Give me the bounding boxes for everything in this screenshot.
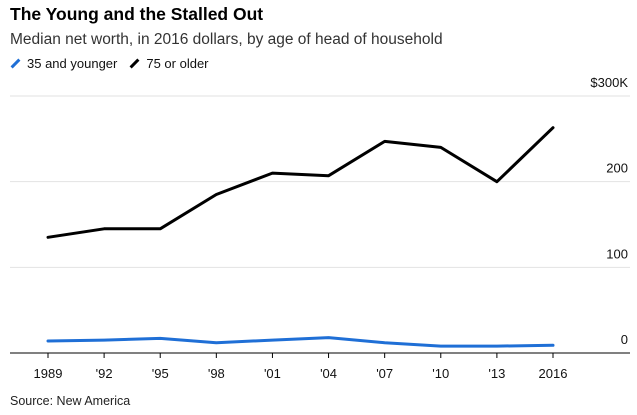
legend-item-young: 35 and younger [10,56,117,71]
legend-label-old: 75 or older [146,56,209,71]
chart-subtitle: Median net worth, in 2016 dollars, by ag… [10,31,443,48]
source-note: Source: New America [10,394,131,408]
y-tick-label: 0 [621,332,628,347]
x-tick-label: 2016 [539,366,568,381]
x-tick-label: '04 [320,366,337,381]
legend-label-young: 35 and younger [27,56,118,71]
series-line-0 [46,336,555,348]
x-tick-label: 1989 [34,366,63,381]
y-tick-label: 200 [606,161,628,176]
legend: 35 and younger 75 or older [10,56,221,71]
y-tick-label: $300K [590,75,628,90]
x-tick-label: '98 [208,366,225,381]
y-tick-label: 100 [606,246,628,261]
legend-item-old: 75 or older [129,56,209,71]
x-tick-label: '07 [376,366,393,381]
x-tick-label: '95 [152,366,169,381]
x-tick-label: '13 [488,366,505,381]
x-tick-label: '10 [432,366,449,381]
series-line-1 [46,126,555,239]
x-tick-label: '92 [96,366,113,381]
x-tick-label: '01 [264,366,281,381]
chart-title: The Young and the Stalled Out [10,4,264,24]
